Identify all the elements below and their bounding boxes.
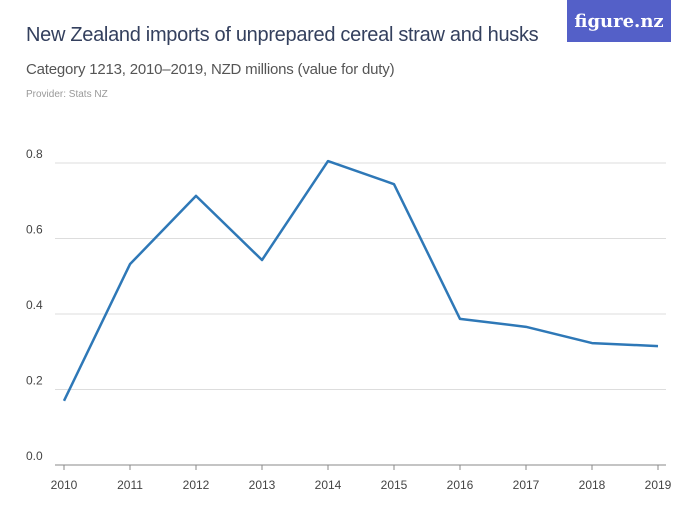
y-tick-label: 0.2 <box>26 374 43 388</box>
y-tick-label: 0.4 <box>26 298 43 312</box>
x-tick-label: 2011 <box>117 478 143 492</box>
y-tick-label: 0.6 <box>26 223 43 237</box>
x-tick-label: 2014 <box>315 478 342 492</box>
chart-subtitle: Category 1213, 2010–2019, NZD millions (… <box>26 61 395 78</box>
x-tick-label: 2010 <box>51 478 78 492</box>
x-tick-label: 2018 <box>579 478 606 492</box>
x-tick-label: 2015 <box>381 478 408 492</box>
y-tick-label: 0.8 <box>26 147 43 161</box>
x-tick-label: 2017 <box>513 478 540 492</box>
chart-title: New Zealand imports of unprepared cereal… <box>26 24 539 46</box>
provider-label: Provider: Stats NZ <box>26 89 108 100</box>
x-tick-label: 2016 <box>447 478 474 492</box>
figure-nz-logo[interactable]: figure.nz <box>567 0 671 42</box>
y-tick-label: 0.0 <box>26 449 43 463</box>
x-tick-label: 2012 <box>183 478 210 492</box>
series-line <box>62 159 659 402</box>
x-tick-label: 2013 <box>249 478 276 492</box>
x-tick-label: 2019 <box>645 478 672 492</box>
